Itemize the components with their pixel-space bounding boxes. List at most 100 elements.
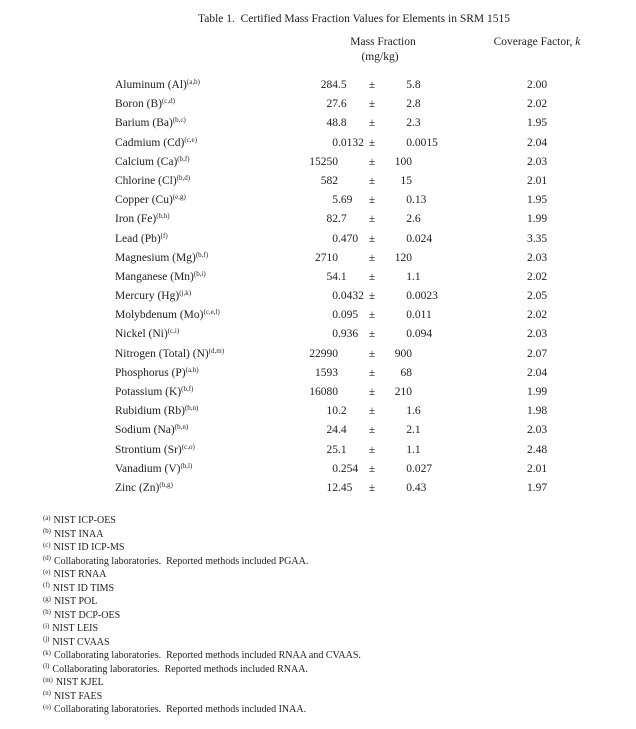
uncertainty-int: 2: [406, 117, 412, 130]
uncertainty-frac: .3: [412, 117, 421, 130]
element-footnote-refs: (c,o): [181, 442, 195, 451]
plus-minus-sign: ±: [368, 290, 376, 303]
table-row: Nickel (Ni)(c,i) 0 .936 ± 0 .094 2.03: [0, 325, 636, 344]
footnote-marker: (g): [43, 595, 51, 603]
element-name: Iron (Fe): [115, 213, 157, 226]
footnote: (e) NIST RNAA: [43, 568, 603, 582]
element-footnote-refs: (j,k): [179, 289, 192, 298]
table-row: Strontium (Sr)(c,o) 25 .1 ± 1 .1 2.48: [0, 441, 636, 460]
element-footnote-refs: (b,h): [156, 212, 170, 221]
mass-fraction-value-int: 25: [326, 443, 339, 456]
element-footnote-refs: (a,h): [185, 365, 199, 374]
element-name-cell: Lead (Pb)(f): [115, 230, 280, 249]
table-row: Iron (Fe)(b,h) 82 .7 ± 2 .6 1.99: [0, 210, 636, 229]
table-row: Copper (Cu)(e,g) 5 .69 ± 0 .13 1.95: [0, 191, 636, 210]
uncertainty-int: 0: [406, 194, 412, 207]
mass-fraction-value-frac: .5: [338, 79, 347, 91]
element-name: Cadmium (Cd): [115, 136, 185, 149]
footnote-text: NIST INAA: [53, 528, 104, 540]
mass-fraction-value-int: 27: [326, 98, 339, 111]
footnote: (d) Collaborating laboratories. Reported …: [43, 555, 603, 569]
uncertainty-int: 2: [406, 213, 412, 226]
coverage-factor-value: 2.02: [526, 270, 548, 283]
mass-fraction-value-frac: .7: [338, 213, 347, 226]
element-footnote-refs: (b,c): [172, 116, 186, 125]
mass-fraction-value-int: 0: [332, 136, 338, 149]
element-name: Boron (B): [115, 98, 162, 111]
uncertainty-int: 0: [406, 290, 412, 303]
uncertainty-int: 0: [406, 232, 412, 245]
element-footnote-refs: (e,g): [172, 193, 186, 202]
element-footnote-refs: (b,l): [180, 461, 193, 470]
coverage-factor-value: 1.97: [526, 481, 548, 494]
coverage-factor-value: 1.95: [526, 194, 548, 207]
col-header-coverage-factor: Coverage Factor, k: [494, 36, 581, 48]
element-name: Phosphorus (P): [115, 366, 186, 379]
plus-minus-sign: ±: [368, 270, 376, 283]
element-name-cell: Mercury (Hg)(j,k): [115, 287, 280, 306]
plus-minus-sign: ±: [368, 155, 376, 168]
footnote: (j) NIST CVAAS: [43, 636, 603, 650]
uncertainty-frac: .1: [412, 424, 421, 437]
footnote-marker: (a): [43, 514, 51, 522]
element-name: Nickel (Ni): [115, 328, 168, 341]
element-name: Mercury (Hg): [115, 290, 180, 303]
mass-fraction-value-frac: .6: [338, 98, 347, 111]
table-row: Cadmium (Cd)(c,e) 0 .0132 ± 0 .0015 2.04: [0, 134, 636, 153]
element-footnote-refs: (b,f): [177, 154, 190, 163]
element-footnote-refs: (c,e,l): [203, 308, 220, 317]
element-name-cell: Nitrogen (Total) (N)(d,m): [115, 345, 280, 364]
footnote: (c) NIST ID ICP-MS: [43, 541, 603, 555]
element-name-cell: Vanadium (V)(b,l): [115, 460, 280, 479]
mass-fraction-value-frac: .69: [338, 194, 353, 207]
mass-fraction-value-int: 15250: [309, 155, 338, 168]
mass-fraction-value-int: 82: [326, 213, 339, 226]
element-name-cell: Boron (B)(c,d): [115, 95, 280, 114]
element-footnote-refs: (c,e): [184, 135, 197, 144]
footnote-marker: (m): [43, 676, 53, 684]
element-footnote-refs: (b,f): [181, 385, 194, 393]
coverage-factor-value: 2.02: [526, 309, 548, 322]
uncertainty-frac: .13: [412, 194, 427, 207]
plus-minus-sign: ±: [368, 232, 376, 245]
footnote-text: Collaborating laboratories. Reported met…: [53, 555, 309, 567]
footnote-marker: (l): [43, 663, 50, 670]
element-name: Vanadium (V): [115, 462, 181, 475]
uncertainty-int: 2: [406, 98, 412, 111]
uncertainty-frac: .011: [412, 309, 432, 322]
footnote: (l) Collaborating laboratories. Reported …: [43, 663, 603, 677]
uncertainty-frac: [412, 345, 460, 364]
mass-fraction-value-frac: .0432: [338, 290, 364, 303]
mass-fraction-value-int: 0: [332, 309, 338, 322]
uncertainty-frac: .6: [412, 213, 421, 226]
uncertainty-int: 2: [406, 424, 412, 437]
footnote-marker: (k): [43, 649, 51, 657]
coverage-factor-value: 2.01: [526, 174, 548, 187]
footnote-text: NIST CVAAS: [52, 636, 110, 648]
mass-fraction-value-frac: [338, 364, 366, 383]
element-footnote-refs: (f): [160, 231, 168, 240]
element-name: Calcium (Ca): [115, 155, 178, 168]
mass-fraction-value-frac: .470: [338, 232, 359, 245]
element-name-cell: Aluminum (Al)(a,b): [115, 76, 280, 95]
element-name: Aluminum (Al): [115, 79, 187, 91]
mass-fraction-value-frac: .0132: [338, 136, 364, 149]
mass-fraction-value-int: 284: [320, 79, 338, 91]
mass-fraction-value-frac: .8: [338, 117, 347, 130]
mass-fraction-value-int: 1593: [315, 366, 338, 379]
coverage-factor-value: 2.00: [526, 79, 548, 91]
footnote: (g) NIST POL: [43, 595, 603, 609]
plus-minus-sign: ±: [368, 481, 376, 494]
table-title: Table 1. Certified Mass Fraction Values …: [198, 13, 510, 25]
footnote-text: NIST LEIS: [52, 623, 99, 634]
element-footnote-refs: (b,d): [176, 173, 191, 182]
mass-fraction-value-frac: .1: [338, 443, 347, 456]
footnote-marker: (h): [43, 609, 51, 616]
table-row: Barium (Ba)(b,c) 48 .8 ± 2 .3 1.95: [0, 114, 636, 133]
footnote-text: NIST ID TIMS: [52, 582, 115, 594]
uncertainty-int: 900: [394, 347, 412, 360]
element-name: Strontium (Sr): [115, 443, 182, 456]
footnote-marker: (e): [43, 568, 51, 576]
footnote: (m) NIST KJEL: [43, 676, 603, 690]
footnote: (b) NIST INAA: [43, 528, 603, 542]
